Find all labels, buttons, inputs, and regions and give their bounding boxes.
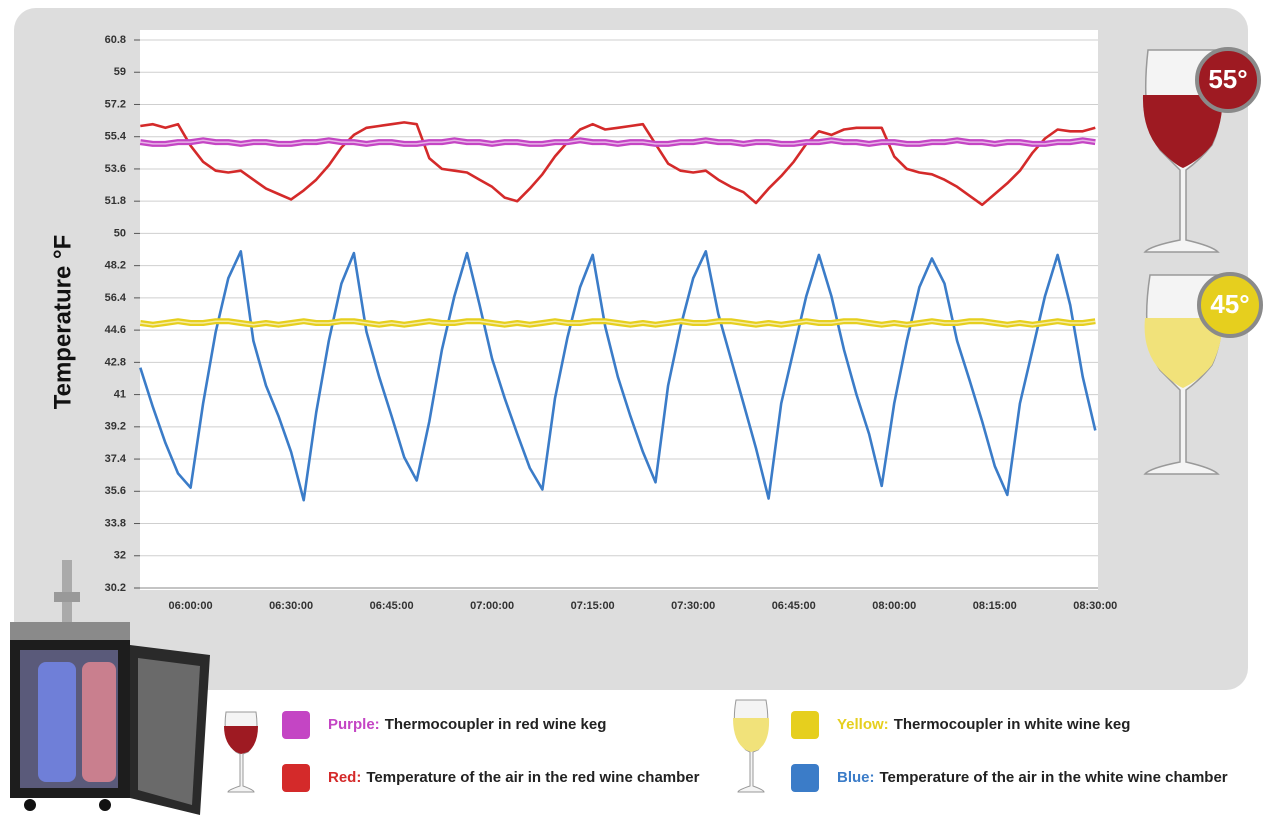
legend-name: Thermocoupler in white wine keg: [894, 716, 1131, 733]
line-highlight: [140, 320, 1096, 326]
y-tick-label: 42.8: [105, 356, 126, 368]
legend-white-glass: [733, 699, 770, 793]
plot-area: [140, 30, 1098, 590]
y-tick-label: 44.6: [105, 324, 126, 336]
annotation: 55°: [1208, 64, 1247, 94]
legend-color-label: Blue:: [837, 769, 875, 786]
legend-name: Thermocoupler in red wine keg: [385, 716, 607, 733]
line-highlight: [140, 139, 1096, 145]
y-tick-label: 59: [114, 66, 126, 78]
x-tick-label: 07:00:00: [470, 600, 514, 612]
legend-text: Purple: Thermocoupler in red wine keg: [328, 716, 606, 733]
legend-swatch: [791, 764, 819, 792]
y-tick-label: 50: [114, 227, 126, 239]
x-tick-label: 06:00:00: [169, 600, 213, 612]
x-tick-label: 08:30:00: [1073, 600, 1117, 612]
series-line: [139, 250, 1097, 502]
y-tick-label: 60.8: [105, 34, 126, 46]
legend-red-glass: [224, 711, 258, 793]
y-tick-label: 48.2: [105, 260, 126, 272]
annotation: 45°: [1210, 289, 1249, 319]
x-tick-label: 08:15:00: [973, 600, 1017, 612]
y-tick-label: 33.8: [105, 517, 126, 529]
legend-text: Yellow: Thermocoupler in white wine keg: [837, 716, 1130, 733]
y-tick-label: 57.2: [105, 98, 126, 110]
badge-55: 55°: [1195, 47, 1261, 113]
badge-45: 45°: [1197, 272, 1263, 338]
y-tick-label: 55.4: [105, 131, 127, 143]
y-tick-label: 39.2: [105, 421, 126, 433]
legend-text: Red: Temperature of the air in the red wi…: [328, 769, 700, 786]
x-tick-label: 08:00:00: [872, 600, 916, 612]
y-tick-label: 53.6: [105, 163, 126, 175]
x-tick-label: 06:45:00: [370, 600, 414, 612]
x-tick-label: 06:30:00: [269, 600, 313, 612]
y-tick-label: 56.4: [105, 292, 127, 304]
x-tick-label: 06:45:00: [772, 600, 816, 612]
y-tick-label: 37.4: [105, 453, 127, 465]
legend-swatch: [282, 764, 310, 792]
y-tick-label: 32: [114, 550, 126, 562]
series-line: [140, 121, 1096, 207]
legend-color-label: Red:: [328, 769, 361, 786]
x-tick-label: 07:30:00: [671, 600, 715, 612]
legend-text: Blue: Temperature of the air in the white…: [837, 769, 1228, 786]
y-tick-label: 35.6: [105, 485, 126, 497]
y-tick-label: 51.8: [105, 195, 126, 207]
legend-name: Temperature of the air in the red wine c…: [366, 769, 699, 786]
y-tick-label: 30.2: [105, 582, 126, 594]
legend-color-label: Purple:: [328, 716, 380, 733]
x-tick-label: 07:15:00: [571, 600, 615, 612]
y-axis-label: Temperature °F: [49, 235, 76, 410]
legend-swatch: [282, 711, 310, 739]
white-wine-glass: [1143, 274, 1223, 475]
kegerator: [10, 560, 210, 815]
y-tick-label: 41: [114, 388, 126, 400]
legend-color-label: Yellow:: [837, 716, 889, 733]
legend-swatch: [791, 711, 819, 739]
legend-name: Temperature of the air in the white wine…: [880, 769, 1228, 786]
